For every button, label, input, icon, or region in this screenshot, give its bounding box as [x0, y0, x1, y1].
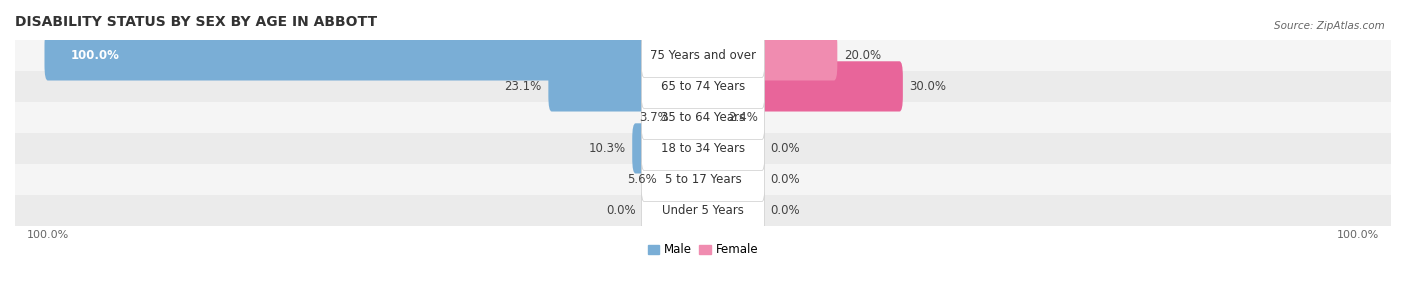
Bar: [15, 40, 1391, 71]
Text: 3.7%: 3.7%: [640, 111, 669, 124]
Text: 0.0%: 0.0%: [606, 204, 636, 217]
FancyBboxPatch shape: [700, 92, 723, 142]
Bar: [15, 195, 1391, 226]
Text: 100.0%: 100.0%: [70, 49, 120, 62]
Bar: [15, 133, 1391, 164]
FancyBboxPatch shape: [700, 30, 838, 81]
Text: 18 to 34 Years: 18 to 34 Years: [661, 142, 745, 155]
FancyBboxPatch shape: [641, 33, 765, 77]
Text: 5 to 17 Years: 5 to 17 Years: [665, 173, 741, 186]
Bar: [15, 71, 1391, 102]
Text: 5.6%: 5.6%: [627, 173, 657, 186]
Text: 0.0%: 0.0%: [770, 142, 800, 155]
Text: 35 to 64 Years: 35 to 64 Years: [661, 111, 745, 124]
FancyBboxPatch shape: [548, 61, 706, 112]
Text: 10.3%: 10.3%: [589, 142, 626, 155]
FancyBboxPatch shape: [641, 95, 765, 139]
FancyBboxPatch shape: [45, 30, 706, 81]
Text: 0.0%: 0.0%: [770, 173, 800, 186]
FancyBboxPatch shape: [641, 157, 765, 201]
Bar: [15, 164, 1391, 195]
Text: 75 Years and over: 75 Years and over: [650, 49, 756, 62]
Text: 0.0%: 0.0%: [770, 204, 800, 217]
Text: Source: ZipAtlas.com: Source: ZipAtlas.com: [1274, 21, 1385, 31]
Legend: Male, Female: Male, Female: [643, 239, 763, 261]
FancyBboxPatch shape: [641, 126, 765, 170]
FancyBboxPatch shape: [664, 154, 706, 205]
FancyBboxPatch shape: [633, 123, 706, 174]
FancyBboxPatch shape: [641, 64, 765, 108]
FancyBboxPatch shape: [641, 188, 765, 232]
Text: 65 to 74 Years: 65 to 74 Years: [661, 80, 745, 93]
FancyBboxPatch shape: [675, 92, 706, 142]
Text: DISABILITY STATUS BY SEX BY AGE IN ABBOTT: DISABILITY STATUS BY SEX BY AGE IN ABBOT…: [15, 15, 377, 29]
Text: 30.0%: 30.0%: [910, 80, 946, 93]
Text: 23.1%: 23.1%: [505, 80, 541, 93]
FancyBboxPatch shape: [700, 61, 903, 112]
Bar: [15, 102, 1391, 133]
Text: Under 5 Years: Under 5 Years: [662, 204, 744, 217]
Text: 20.0%: 20.0%: [844, 49, 882, 62]
Text: 2.4%: 2.4%: [728, 111, 758, 124]
